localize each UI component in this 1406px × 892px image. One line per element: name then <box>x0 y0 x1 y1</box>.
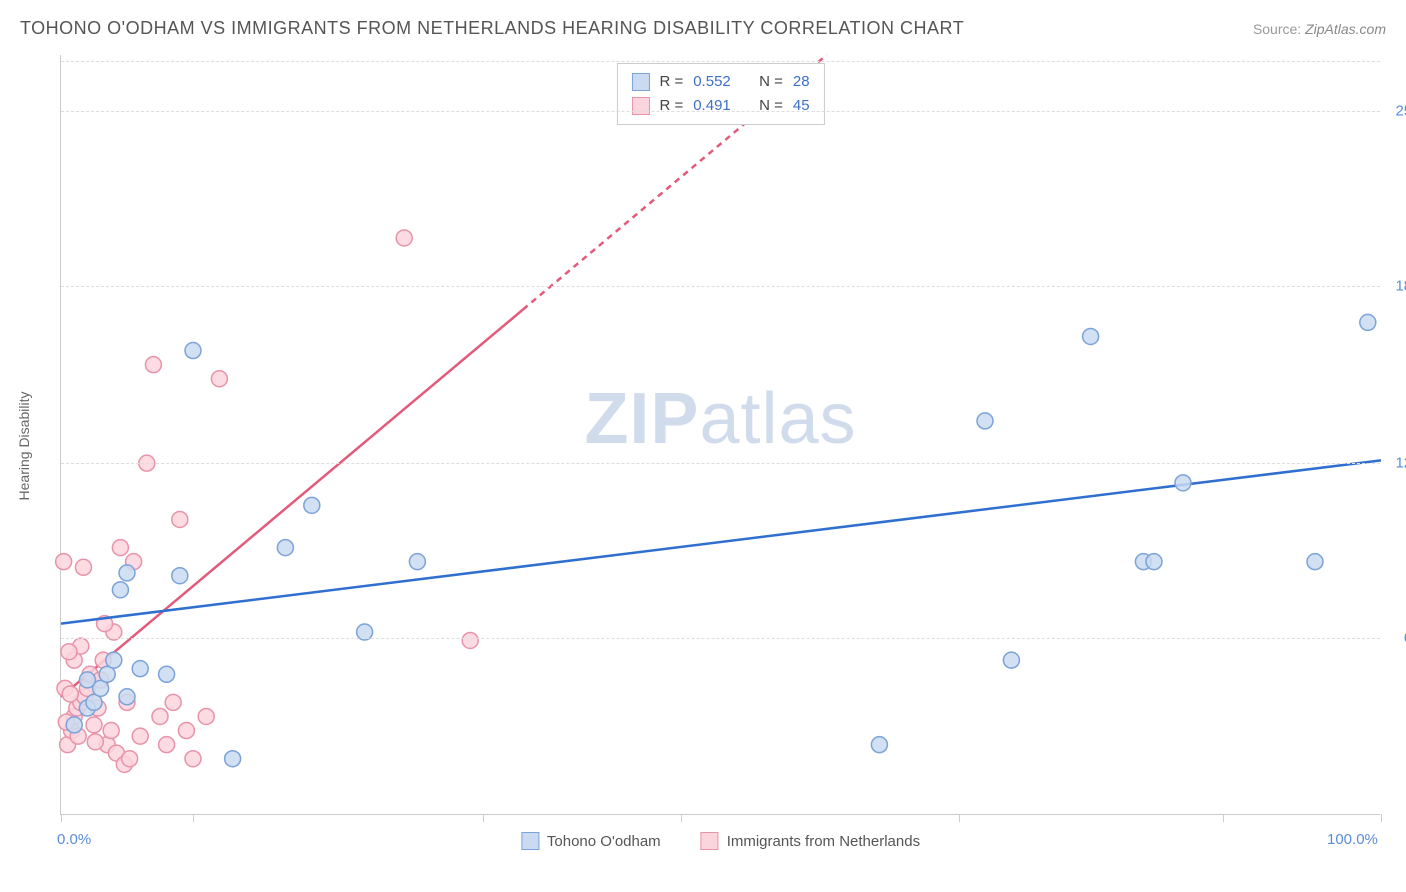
legend-label-1: Tohono O'odham <box>547 833 661 850</box>
chart-svg <box>61 55 1380 814</box>
chart-source: Source: ZipAtlas.com <box>1253 21 1386 37</box>
n-label-2: N = <box>759 94 783 118</box>
legend-correlation: R = 0.552 N = 28 R = 0.491 N = 45 <box>616 63 824 125</box>
chart-title: TOHONO O'ODHAM VS IMMIGRANTS FROM NETHER… <box>20 18 964 39</box>
swatch-bottom-1 <box>521 832 539 850</box>
swatch-bottom-2 <box>701 832 719 850</box>
source-value: ZipAtlas.com <box>1305 21 1386 37</box>
chart-header: TOHONO O'ODHAM VS IMMIGRANTS FROM NETHER… <box>20 18 1386 39</box>
r-label-2: R = <box>659 94 683 118</box>
legend-item-1: Tohono O'odham <box>521 832 661 850</box>
plot-area: ZIPatlas R = 0.552 N = 28 R = 0.491 N = … <box>60 55 1380 815</box>
y-tick-label: 25.0% <box>1395 103 1406 120</box>
legend-row-2: R = 0.491 N = 45 <box>631 94 809 118</box>
n-label-1: N = <box>759 70 783 94</box>
x-tick-label: 100.0% <box>1327 831 1378 848</box>
legend-series: Tohono O'odham Immigrants from Netherlan… <box>521 832 920 850</box>
legend-label-2: Immigrants from Netherlands <box>727 833 920 850</box>
r-value-1: 0.552 <box>693 70 731 94</box>
y-axis-label: Hearing Disability <box>16 392 32 501</box>
r-label-1: R = <box>659 70 683 94</box>
r-value-2: 0.491 <box>693 94 731 118</box>
legend-item-2: Immigrants from Netherlands <box>701 832 920 850</box>
n-value-1: 28 <box>793 70 810 94</box>
n-value-2: 45 <box>793 94 810 118</box>
x-tick-label: 0.0% <box>57 831 91 848</box>
swatch-series-1 <box>631 73 649 91</box>
source-label: Source: <box>1253 21 1301 37</box>
legend-row-1: R = 0.552 N = 28 <box>631 70 809 94</box>
y-tick-label: 18.8% <box>1395 277 1406 294</box>
swatch-series-2 <box>631 97 649 115</box>
y-tick-label: 12.5% <box>1395 455 1406 472</box>
